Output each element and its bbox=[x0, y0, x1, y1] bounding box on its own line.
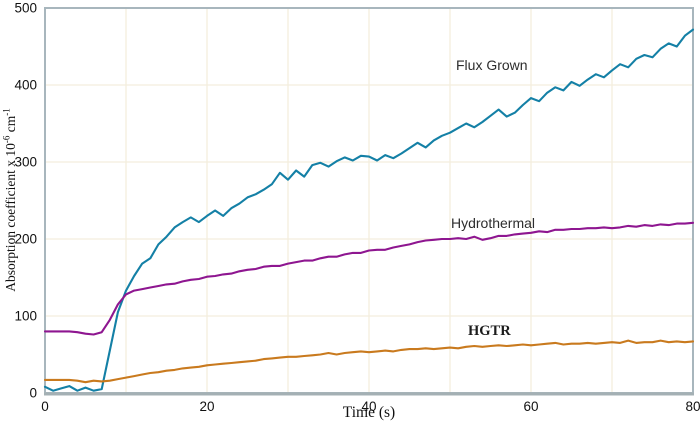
y-axis-title-main: Absorption coefficient x 10 bbox=[3, 143, 18, 292]
x-tick-label: 20 bbox=[199, 399, 214, 414]
series-label-hydrothermal: Hydrothermal bbox=[451, 215, 536, 231]
x-tick-label: 80 bbox=[685, 399, 700, 414]
x-tick-label: 40 bbox=[361, 399, 376, 414]
x-tick-label: 0 bbox=[41, 399, 49, 414]
x-axis-title: Time (s) bbox=[342, 404, 396, 421]
y-tick-label: 0 bbox=[29, 386, 37, 401]
y-tick-label: 100 bbox=[14, 309, 37, 324]
y-axis-title-sup1: -6 bbox=[1, 135, 12, 144]
series-line-hgtr bbox=[43, 339, 695, 384]
x-tick-label: 60 bbox=[523, 399, 538, 414]
series-line-flux-grown bbox=[43, 28, 695, 392]
y-axis-title-mid: cm bbox=[3, 115, 18, 136]
y-tick-label: 500 bbox=[14, 1, 37, 16]
y-tick-label: 400 bbox=[14, 78, 37, 93]
y-axis-title: Absorption coefficient x 10-6 cm-1 bbox=[1, 40, 19, 360]
series-label-flux-grown: Flux Grown bbox=[456, 57, 528, 73]
y-axis-title-sup2: -1 bbox=[1, 108, 12, 116]
y-tick-label: 200 bbox=[14, 232, 37, 247]
y-tick-label: 300 bbox=[14, 155, 37, 170]
series-line-hydrothermal bbox=[43, 221, 695, 336]
series-label-hgtr: HGTR bbox=[468, 323, 511, 339]
